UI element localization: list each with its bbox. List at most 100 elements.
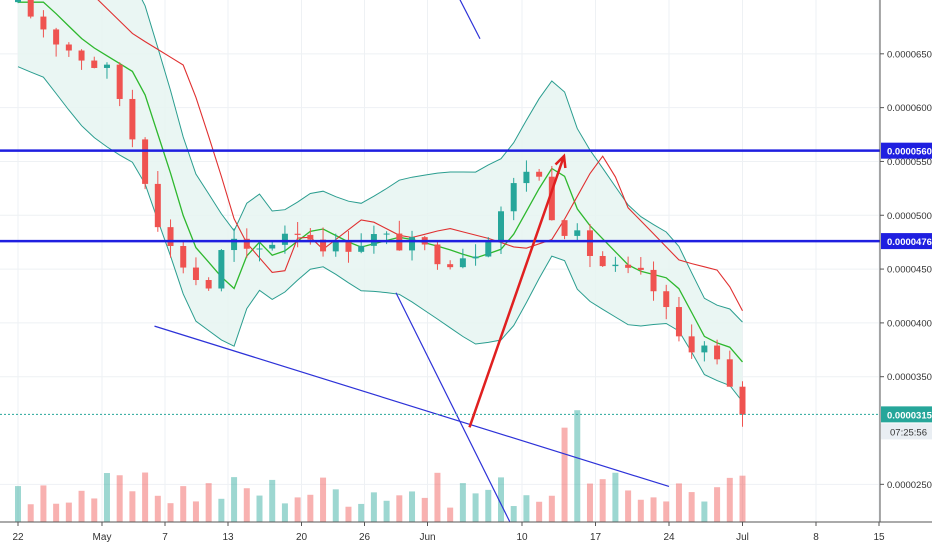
lower-trendline[interactable] — [154, 325, 670, 488]
volume-bar — [599, 479, 606, 522]
candle-body — [536, 171, 543, 177]
price-tick-label: 0.0000450 — [887, 265, 932, 276]
candle-body — [129, 98, 136, 140]
volume-bar — [548, 495, 555, 522]
time-tick-label: 8 — [813, 532, 819, 543]
volume-bar — [294, 497, 301, 522]
candle-body — [116, 64, 123, 99]
volume-bar — [485, 489, 492, 522]
volume-bar — [523, 495, 530, 522]
volume-bar — [701, 501, 708, 522]
volume-bar — [332, 489, 339, 522]
volume-bar — [307, 494, 314, 522]
volume-bar — [15, 486, 21, 522]
candle-body — [231, 238, 238, 251]
volume-bar — [129, 491, 136, 522]
volume-bar — [650, 497, 657, 522]
volume-bar — [40, 485, 47, 522]
time-tick-label: Jul — [736, 532, 749, 543]
countdown-label: 07:25:56 — [890, 427, 927, 438]
time-tick-label: 17 — [590, 532, 602, 543]
candle-body — [243, 238, 250, 249]
volume-bar — [231, 477, 238, 522]
candle-body — [91, 60, 98, 68]
candle-body — [739, 386, 746, 415]
candle-body — [650, 269, 657, 292]
candle-body — [180, 246, 187, 268]
candle-body — [714, 345, 721, 360]
candle-body — [472, 256, 479, 259]
candle-body — [167, 227, 174, 247]
candle-body — [498, 211, 504, 242]
last-price-label-box — [881, 406, 932, 423]
volume-bar — [192, 501, 199, 522]
volume-bar — [396, 495, 403, 522]
volume-bar — [269, 479, 276, 522]
candle-body — [586, 230, 593, 256]
time-tick-label: Jun — [419, 532, 435, 543]
candle-body — [574, 230, 581, 236]
time-tick-label: 7 — [162, 532, 168, 543]
volume-bar — [383, 500, 390, 522]
volume-bar — [180, 486, 187, 522]
price-tick-label: 0.0000250 — [887, 480, 932, 491]
candle-body — [103, 64, 110, 68]
time-axis-panel — [0, 522, 932, 550]
candle-body — [485, 241, 492, 257]
volume-bar — [243, 488, 250, 522]
volume-bar — [65, 502, 72, 522]
candle-body — [358, 245, 365, 252]
candle-body — [510, 183, 517, 212]
price-tick-label: 0.0000650 — [887, 49, 932, 60]
volume-bar — [510, 506, 517, 522]
candle-body — [192, 267, 199, 281]
candle-body — [78, 50, 85, 61]
volume-bar — [663, 501, 670, 522]
bollinger-band-fill — [18, 0, 743, 402]
projection-arrow[interactable] — [468, 155, 566, 428]
candle-body — [726, 359, 733, 387]
candle-body — [294, 233, 301, 235]
candle-body — [281, 233, 288, 245]
candle-body — [256, 248, 263, 250]
candle-body — [447, 264, 454, 268]
candle-body — [332, 240, 339, 252]
volume-bar — [256, 495, 263, 522]
volume-bar — [561, 427, 568, 522]
volume-bar — [53, 503, 60, 522]
volume-bar — [625, 490, 632, 522]
channel-line[interactable] — [395, 292, 513, 526]
candle-body — [218, 250, 225, 289]
price-tick-label: 0.0000350 — [887, 372, 932, 383]
time-tick-label: 20 — [296, 532, 308, 543]
volume-bar — [218, 498, 225, 522]
volume-bar — [574, 410, 581, 522]
volume-bar — [103, 473, 110, 522]
candle-body — [320, 239, 327, 252]
last-price-label: 0.0000315 — [887, 410, 932, 421]
time-tick-label: 26 — [359, 532, 371, 543]
resistance-1-label: 0.0000560 — [887, 147, 932, 158]
resistance-2-label: 0.0000476 — [887, 237, 932, 248]
volume-bar — [434, 472, 441, 522]
bollinger-upper — [141, 0, 743, 323]
price-tick-label: 0.0000550 — [887, 157, 932, 168]
candle-body — [561, 220, 568, 236]
candle-body — [142, 139, 149, 184]
volume-bar — [586, 483, 593, 522]
candle-body — [701, 345, 708, 353]
volume-bar — [447, 507, 454, 522]
candle-body — [459, 258, 466, 268]
volume-bar — [78, 490, 85, 522]
price-tick-label: 0.0000500 — [887, 211, 932, 222]
bollinger-lower — [17, 66, 743, 403]
volume-bar — [498, 477, 504, 522]
candle-body — [523, 171, 530, 184]
upper-trendline[interactable] — [459, 0, 481, 40]
candle-body — [307, 234, 314, 240]
volume-bar — [281, 503, 288, 522]
price-tick-label: 0.0000400 — [887, 318, 932, 329]
candle-body — [663, 291, 670, 308]
